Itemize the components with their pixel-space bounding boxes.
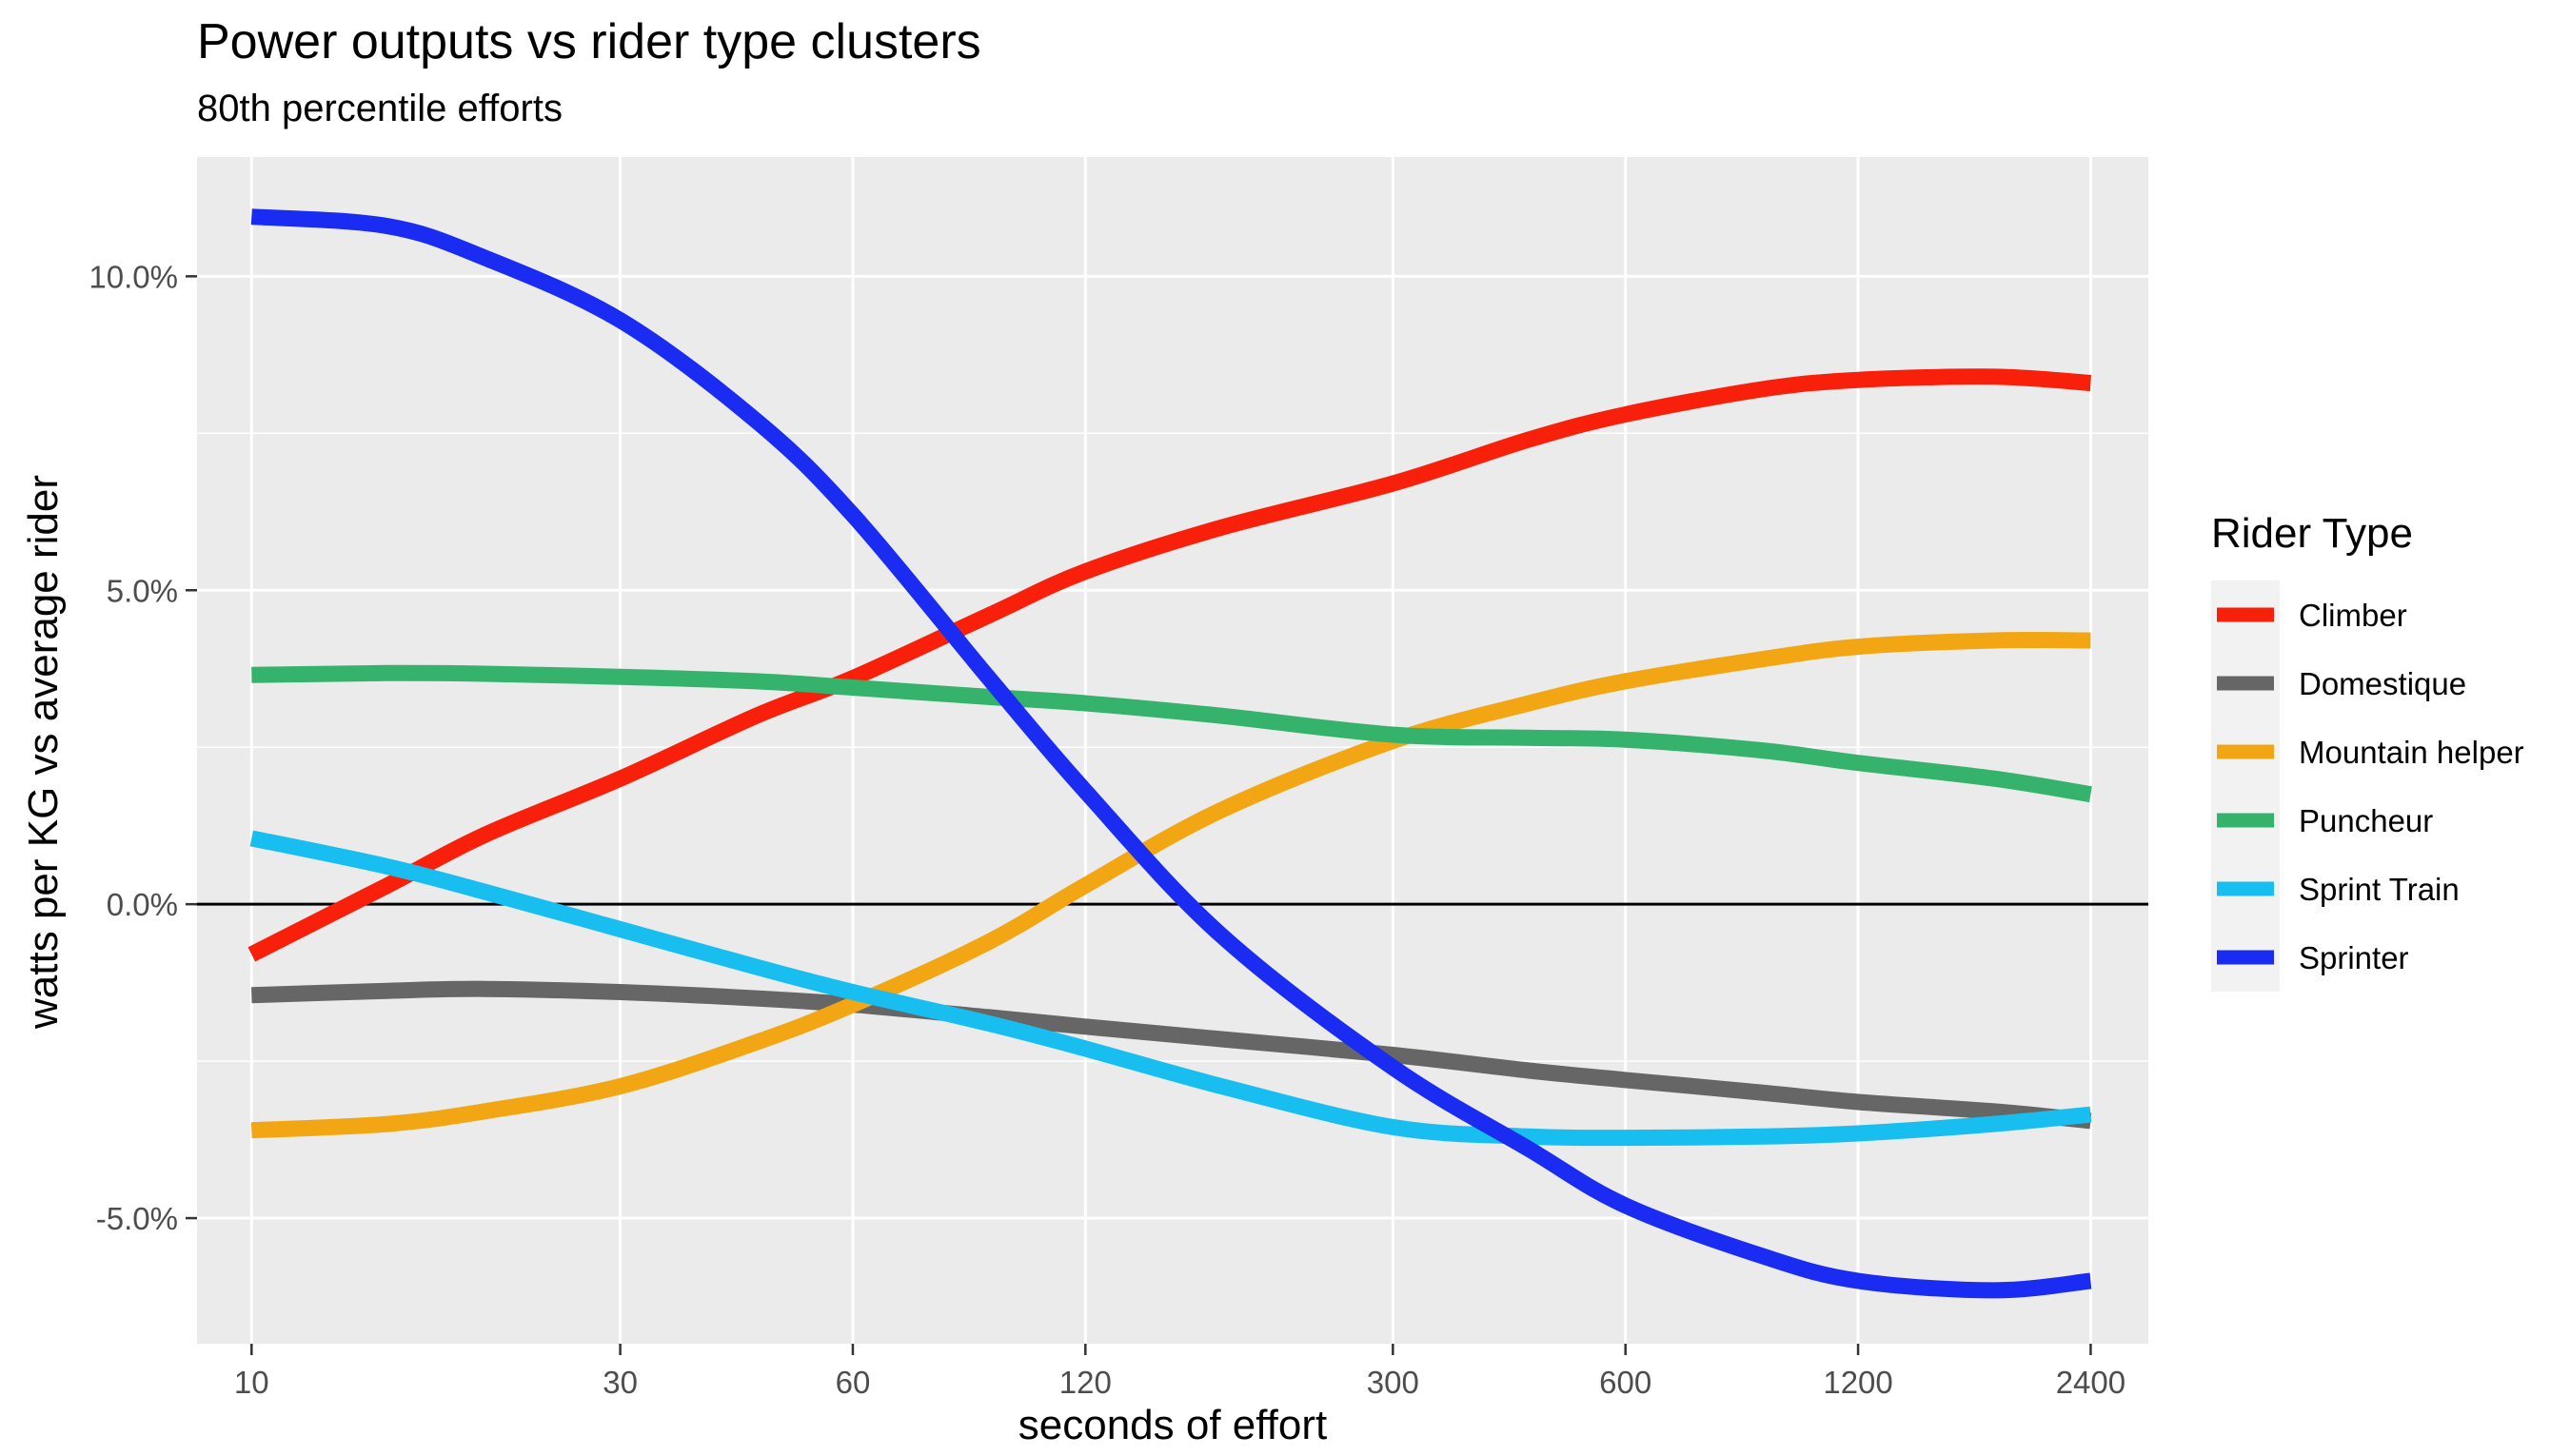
x-axis-label: seconds of effort [1018,1402,1328,1448]
legend-label-climber: Climber [2299,598,2407,633]
legend-title: Rider Type [2211,510,2413,557]
legend-label-puncheur: Puncheur [2299,803,2433,838]
legend-label-mountain-helper: Mountain helper [2299,735,2524,770]
y-tick-label: 0.0% [107,887,178,922]
y-axis-label: watts per KG vs average rider [20,475,67,1030]
x-tick-label: 1200 [1823,1365,1892,1400]
series-line-mountain-helper [250,632,2091,1139]
legend-label-domestique: Domestique [2299,666,2466,701]
y-tick-label: 10.0% [89,259,178,294]
x-tick-label: 2400 [2056,1365,2125,1400]
series-lines [247,208,2092,1299]
x-tick-label: 10 [234,1365,269,1400]
x-tick-label: 300 [1367,1365,1419,1400]
chart-title: Power outputs vs rider type clusters [197,14,981,69]
plot-panel [197,157,2148,1344]
legend-label-sprint-train: Sprint Train [2299,872,2460,907]
y-tick-label: 5.0% [107,573,178,608]
series-line-puncheur [251,664,2092,803]
legend-label-sprinter: Sprinter [2299,940,2409,975]
series-line-sprinter [250,208,2092,1299]
legend: Rider Type Climber Domestique Mountain hel… [2211,510,2524,992]
x-tick-label: 600 [1599,1365,1651,1400]
series-line-sprint-train [249,830,2092,1147]
chart-subtitle: 80th percentile efforts [197,88,563,129]
y-axis: -5.0% 0.0% 5.0% 10.0% [89,259,197,1236]
y-tick-label: -5.0% [96,1201,178,1236]
x-axis: 10 30 60 120 300 600 1200 2400 [234,1344,2125,1400]
series-line-domestique [251,980,2092,1130]
x-tick-label: 60 [836,1365,871,1400]
x-tick-label: 30 [603,1365,638,1400]
series-line-climber [247,368,2091,962]
x-tick-label: 120 [1059,1365,1112,1400]
